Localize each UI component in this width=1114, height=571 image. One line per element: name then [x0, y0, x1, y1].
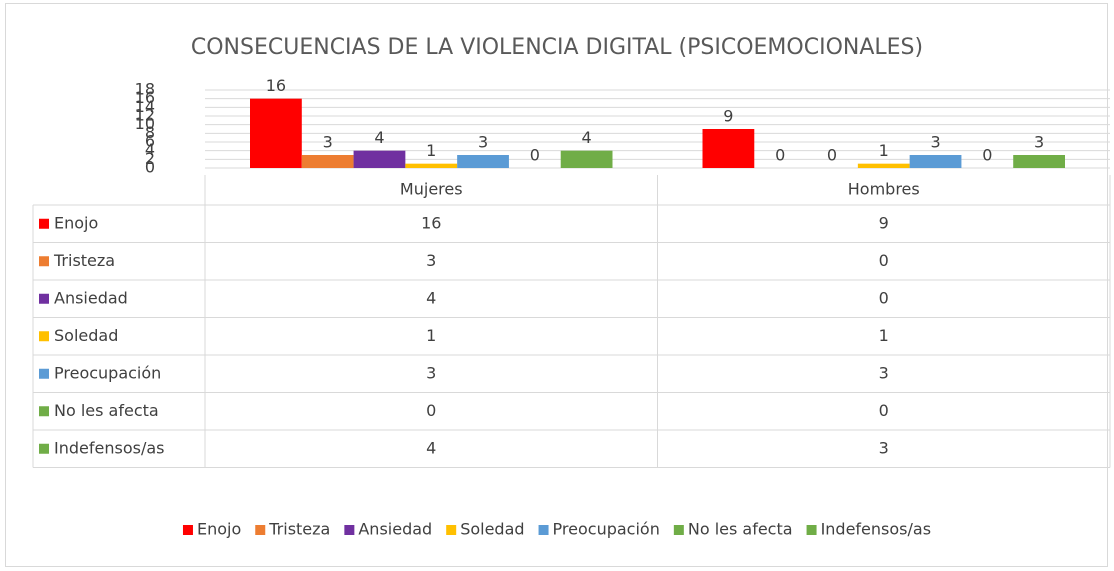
data-label: 16	[266, 76, 286, 95]
table-row-label: Enojo	[54, 213, 98, 232]
bar	[405, 163, 458, 168]
data-label: 9	[723, 107, 733, 126]
legend-key	[344, 525, 355, 535]
bar	[301, 155, 354, 168]
y-tick-label: 16	[135, 88, 155, 107]
table-cell: 0	[879, 401, 889, 420]
y-tick-label: 6	[145, 132, 155, 151]
data-label: 0	[982, 146, 992, 165]
data-label: 3	[323, 133, 333, 152]
bar	[457, 155, 509, 168]
data-label: 1	[426, 141, 436, 160]
bar	[560, 150, 613, 168]
y-tick-label: 18	[135, 80, 155, 99]
y-tick-label: 14	[135, 97, 155, 116]
table-row-label: Tristeza	[53, 251, 115, 270]
data-label: 3	[1034, 133, 1044, 152]
chart-border	[5, 3, 1108, 567]
bar	[909, 155, 962, 168]
data-label: 3	[930, 133, 940, 152]
bar	[353, 150, 406, 168]
legend-item: Indefensos/as	[806, 520, 931, 539]
legend-label: Indefensos/as	[821, 520, 931, 539]
legend-item: No les afecta	[673, 520, 793, 539]
table-cell: 4	[426, 288, 436, 307]
x-tick-label: Mujeres	[400, 180, 463, 199]
table-cell: 3	[879, 363, 889, 382]
data-label: 4	[374, 128, 384, 147]
legend-item: Soledad	[446, 520, 525, 539]
data-label: 0	[530, 146, 540, 165]
y-tick-label: 10	[135, 114, 155, 133]
legend-item: Preocupación	[538, 520, 660, 539]
legend-label: Tristeza	[268, 520, 330, 539]
bar	[1013, 155, 1065, 168]
table-cell: 1	[879, 326, 889, 345]
legend-key	[182, 525, 193, 535]
table-cell: 4	[426, 438, 436, 457]
table-row-label: Preocupación	[54, 363, 161, 382]
bar	[250, 98, 302, 168]
table-cell: 3	[879, 438, 889, 457]
table-cell: 16	[421, 213, 441, 232]
table-cell: 9	[879, 213, 889, 232]
table-legend-key	[39, 218, 49, 229]
legend-key	[673, 525, 684, 535]
legend-key	[806, 525, 817, 535]
table-row-label: Ansiedad	[54, 288, 128, 307]
table-cell: 0	[879, 288, 889, 307]
table-row-label: No les afecta	[54, 401, 159, 420]
y-tick-label: 4	[145, 140, 155, 159]
table-cell: 1	[426, 326, 436, 345]
data-label: 3	[478, 133, 488, 152]
legend-label: Preocupación	[553, 520, 660, 539]
y-tick-label: 8	[145, 123, 155, 142]
y-tick-label: 12	[135, 106, 155, 125]
table-cell: 3	[426, 363, 436, 382]
table-row-label: Soledad	[54, 326, 118, 345]
legend-item: Enojo	[182, 520, 241, 539]
table-legend-key	[39, 256, 49, 267]
legend-key	[446, 525, 457, 535]
table-legend-key	[39, 406, 49, 417]
data-label: 0	[827, 146, 837, 165]
table-cell: 0	[426, 401, 436, 420]
legend-item: Ansiedad	[344, 520, 432, 539]
x-tick-label: Hombres	[848, 180, 920, 199]
legend-label: No les afecta	[688, 520, 793, 539]
y-tick-label: 0	[145, 158, 155, 177]
data-label: 0	[775, 146, 785, 165]
table-legend-key	[39, 331, 49, 342]
data-label: 4	[582, 128, 592, 147]
y-tick-label: 2	[145, 149, 155, 168]
bar	[702, 129, 755, 168]
legend-label: Ansiedad	[358, 520, 432, 539]
chart-title: CONSECUENCIAS DE LA VIOLENCIA DIGITAL (P…	[191, 35, 923, 60]
table-row-label: Indefensos/as	[54, 438, 164, 457]
legend-key	[255, 525, 266, 535]
data-label: 1	[879, 141, 889, 160]
legend-label: Enojo	[197, 520, 241, 539]
table-cell: 0	[879, 251, 889, 270]
table-legend-key	[39, 293, 49, 304]
table-cell: 3	[426, 251, 436, 270]
legend-item: Tristeza	[255, 520, 330, 539]
table-legend-key	[39, 443, 49, 454]
legend-label: Soledad	[460, 520, 524, 539]
table-legend-key	[39, 368, 49, 379]
bar	[857, 163, 910, 168]
legend-key	[538, 525, 549, 535]
